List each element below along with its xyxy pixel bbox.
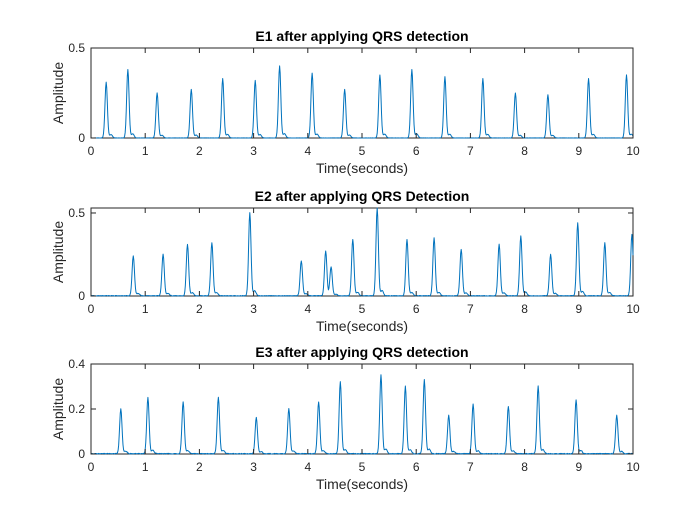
e3-y-tick-label: 0.4	[68, 357, 85, 371]
e3-x-tick-label: 6	[413, 460, 420, 474]
e1-x-tick-label: 10	[626, 144, 640, 158]
e3-x-tick-label: 1	[142, 460, 149, 474]
e3-x-tick-label: 5	[359, 460, 366, 474]
e3-x-tick-label: 8	[521, 460, 528, 474]
e3-x-axis-label: Time(seconds)	[316, 476, 408, 492]
e1-x-tick-label: 1	[142, 144, 149, 158]
e2-y-tick-label: 0.5	[68, 206, 85, 220]
e1-y-tick-label: 0	[78, 131, 85, 145]
e2-x-tick-label: 8	[521, 302, 528, 316]
e1-x-tick-label: 7	[467, 144, 474, 158]
e2-x-tick-label: 5	[359, 302, 366, 316]
e2-x-tick-label: 2	[196, 302, 203, 316]
e1-x-tick-label: 8	[521, 144, 528, 158]
e2-y-tick-label: 0	[78, 289, 85, 303]
e2-plot-area	[90, 207, 634, 297]
e1-x-tick-label: 0	[88, 144, 95, 158]
e2-x-tick-label: 9	[575, 302, 582, 316]
e1-y-axis-label: Amplitude	[50, 62, 66, 124]
e3-y-axis-label: Amplitude	[50, 378, 66, 440]
e2-x-tick-label: 1	[142, 302, 149, 316]
e3-x-tick-label: 4	[304, 460, 311, 474]
e2-x-tick-label: 3	[250, 302, 257, 316]
e3-plot-area	[90, 363, 634, 455]
e3-title: E3 after applying QRS detection	[255, 344, 468, 360]
e3-x-tick-label: 0	[88, 460, 95, 474]
e1-y-tick-label: 0.5	[68, 41, 85, 55]
e2-panel: 0 1 2 3 4 5 6 7 8 9 10 0 0.5 E2 after applying QRS De…	[50, 188, 640, 334]
e1-x-axis-label: Time(seconds)	[316, 160, 408, 176]
e2-x-tick-label: 10	[626, 302, 640, 316]
e2-x-tick-label: 6	[413, 302, 420, 316]
e3-x-tick-label: 2	[196, 460, 203, 474]
e1-panel: 0 1 2 3 4 5 6 7 8 9 10 0 0.5 E1 after applying QRS de…	[50, 28, 640, 176]
e3-x-tick-label: 3	[250, 460, 257, 474]
e3-x-tick-label: 9	[575, 460, 582, 474]
e1-x-tick-label: 9	[575, 144, 582, 158]
e2-x-tick-label: 7	[467, 302, 474, 316]
e3-x-tick-label: 10	[626, 460, 640, 474]
e1-x-tick-label: 2	[196, 144, 203, 158]
e3-y-tick-label: 0.2	[68, 402, 85, 416]
e2-x-axis-label: Time(seconds)	[316, 318, 408, 334]
e2-title: E2 after applying QRS Detection	[255, 188, 470, 204]
e1-x-tick-label: 4	[304, 144, 311, 158]
e2-x-tick-label: 0	[88, 302, 95, 316]
e1-x-tick-label: 6	[413, 144, 420, 158]
e2-x-tick-label: 4	[304, 302, 311, 316]
e2-y-axis-label: Amplitude	[50, 221, 66, 283]
e1-title: E1 after applying QRS detection	[255, 28, 468, 44]
e1-plot-area	[90, 47, 634, 139]
e3-y-tick-label: 0	[78, 447, 85, 461]
e1-x-tick-label: 5	[359, 144, 366, 158]
e1-x-tick-label: 3	[250, 144, 257, 158]
e3-panel: 0 1 2 3 4 5 6 7 8 9 10 0 0.2 0.4 E3 after applying QRS…	[50, 344, 640, 492]
e3-x-tick-label: 7	[467, 460, 474, 474]
